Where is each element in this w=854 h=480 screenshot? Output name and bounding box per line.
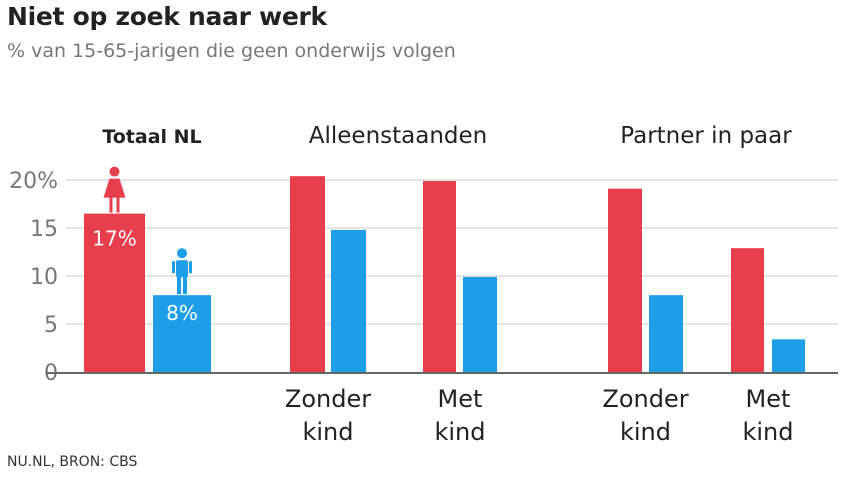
bar-women bbox=[290, 176, 325, 372]
group-label: Partner in paar bbox=[620, 123, 792, 149]
source-note: NU.NL, BRON: CBS bbox=[7, 454, 138, 470]
woman-icon bbox=[109, 196, 113, 213]
chart-subtitle: % van 15-65-jarigen die geen onderwijs v… bbox=[7, 40, 456, 62]
group-label: Totaal NL bbox=[102, 126, 201, 148]
data-label-men: 8% bbox=[166, 301, 198, 325]
category-label: Zonder bbox=[602, 385, 688, 413]
category-label: kind bbox=[742, 418, 793, 446]
bar-men bbox=[331, 229, 366, 372]
man-icon bbox=[172, 261, 175, 274]
chart-title: Niet op zoek naar werk bbox=[7, 2, 327, 31]
bar-men bbox=[649, 295, 683, 372]
category-label: kind bbox=[434, 418, 485, 446]
category-label: Met bbox=[746, 385, 791, 413]
bar-women bbox=[84, 213, 145, 372]
data-label-women: 17% bbox=[92, 227, 136, 251]
bar-men bbox=[463, 276, 497, 372]
bar-men bbox=[153, 295, 211, 372]
man-icon bbox=[183, 276, 187, 295]
group-label: Alleenstaanden bbox=[309, 123, 488, 149]
category-label: Zonder bbox=[285, 385, 371, 413]
bar-men bbox=[772, 339, 805, 372]
y-tick-label: 10 bbox=[30, 265, 58, 290]
y-tick-label: 15 bbox=[30, 217, 58, 242]
man-icon bbox=[177, 276, 181, 295]
bar-women bbox=[423, 180, 456, 372]
man-icon bbox=[177, 248, 187, 259]
bar-women bbox=[731, 248, 764, 372]
man-icon bbox=[176, 260, 188, 278]
man-icon bbox=[189, 261, 192, 274]
y-tick-label: 5 bbox=[44, 313, 58, 338]
bar-women bbox=[608, 188, 642, 372]
woman-icon bbox=[103, 178, 126, 198]
category-label: kind bbox=[302, 418, 353, 446]
woman-icon bbox=[116, 196, 120, 213]
category-label: Met bbox=[438, 385, 483, 413]
y-tick-label: 20% bbox=[9, 169, 58, 194]
category-label: kind bbox=[620, 418, 671, 446]
woman-icon bbox=[109, 166, 120, 177]
